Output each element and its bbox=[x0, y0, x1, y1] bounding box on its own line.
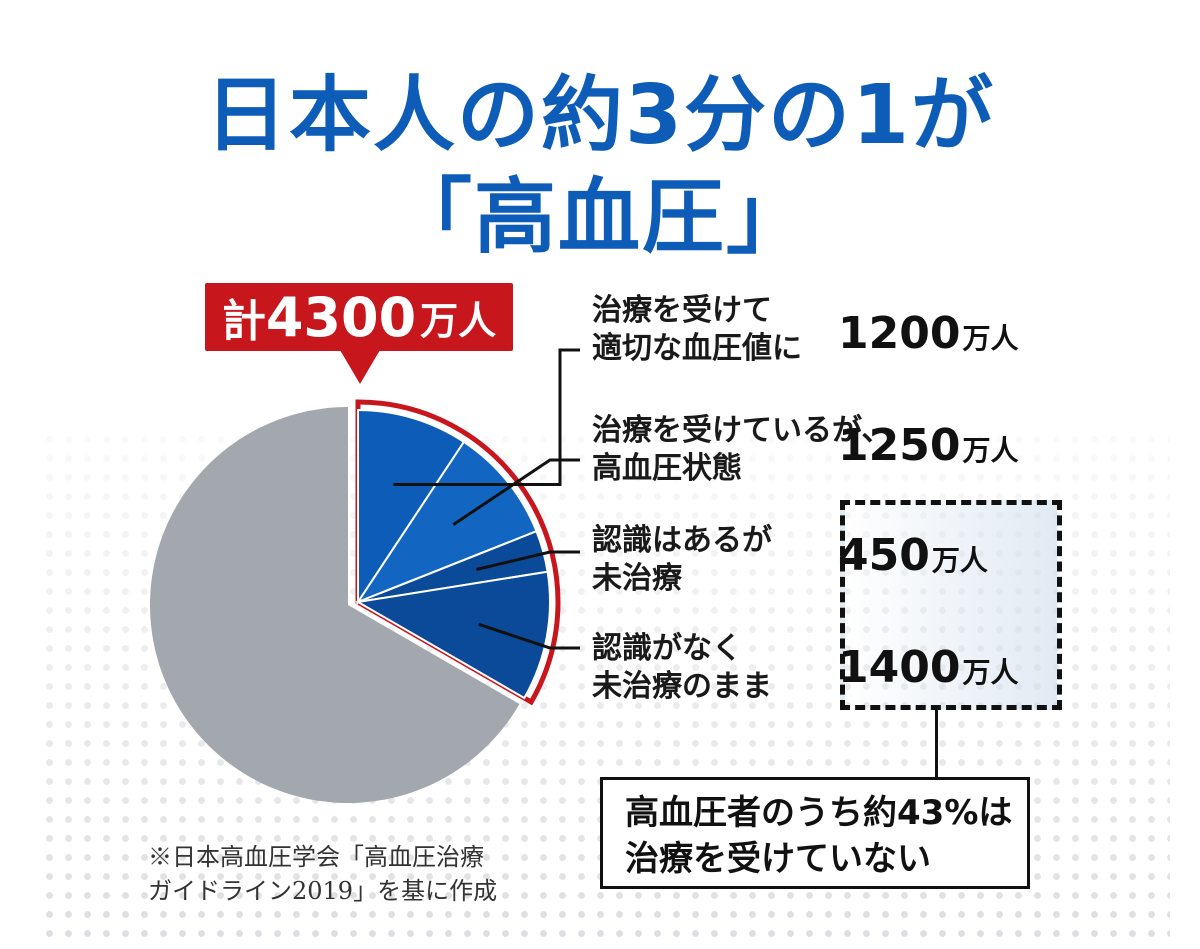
segment-value-4-unit: 万人 bbox=[962, 656, 1019, 689]
pie-slice-4 bbox=[355, 570, 551, 700]
segment-label-1-line1: 治療を受けて bbox=[592, 293, 772, 328]
segment-value-1-unit: 万人 bbox=[962, 322, 1019, 355]
segment-label-2-line2: 高血圧状態 bbox=[592, 451, 742, 486]
total-number: 4300 bbox=[265, 285, 417, 349]
segment-label-2-line1: 治療を受けているが、 bbox=[592, 413, 892, 448]
segment-value-2-unit: 万人 bbox=[962, 434, 1019, 467]
segment-value-1: 1200万人 bbox=[838, 308, 1018, 359]
total-prefix: 計 bbox=[221, 296, 266, 347]
leader-line-3 bbox=[476, 550, 580, 571]
segment-label-1: 治療を受けて 適切な血圧値に bbox=[592, 292, 802, 368]
source-note-line-1: ※日本高血圧学会「高血圧治療 bbox=[148, 843, 484, 871]
segment-value-2: 1250万人 bbox=[838, 420, 1018, 471]
total-badge: 計 4300 万人 bbox=[205, 283, 513, 351]
total-unit: 万人 bbox=[420, 298, 497, 343]
source-note-line-2: ガイドライン2019」を基に作成 bbox=[148, 877, 498, 905]
untreated-callout: 高血圧者のうち約43%は 治療を受けていない bbox=[600, 777, 1030, 889]
segment-label-1-line2: 適切な血圧値に bbox=[592, 331, 802, 366]
segment-value-2-number: 1250 bbox=[838, 420, 961, 471]
segment-value-4: 1400万人 bbox=[838, 642, 1018, 693]
segment-label-4-line2: 未治療のまま bbox=[592, 669, 772, 704]
segment-label-3: 認識はあるが 未治療 bbox=[592, 522, 772, 598]
segment-value-1-number: 1200 bbox=[838, 308, 961, 359]
leader-line-2 bbox=[452, 458, 580, 526]
callout-line-1: 高血圧者のうち約43%は bbox=[625, 793, 1013, 833]
pie-slice-2 bbox=[355, 440, 538, 605]
total-badge-pointer bbox=[340, 350, 380, 384]
title-line-1: 日本人の約3分の1が bbox=[204, 68, 996, 163]
title-line-2: 「高血圧」 bbox=[389, 170, 810, 265]
segment-value-3-unit: 万人 bbox=[931, 544, 988, 577]
segment-label-4: 認識がなく 未治療のまま bbox=[592, 630, 772, 706]
source-note: ※日本高血圧学会「高血圧治療 ガイドライン2019」を基に作成 bbox=[148, 840, 497, 908]
leader-line-1 bbox=[393, 348, 580, 486]
segment-label-4-line1: 認識がなく bbox=[592, 631, 742, 666]
callout-line-2: 治療を受けていない bbox=[625, 839, 931, 879]
segment-label-3-line2: 未治療 bbox=[592, 561, 682, 596]
pie-slice-1 bbox=[357, 408, 466, 606]
segment-label-2: 治療を受けているが、 高血圧状態 bbox=[592, 412, 891, 488]
segment-value-4-number: 1400 bbox=[838, 642, 961, 693]
leader-line-4 bbox=[478, 622, 580, 650]
pie-slice-remainder bbox=[150, 407, 520, 803]
untreated-highlight-box bbox=[840, 500, 1062, 710]
segment-label-3-line1: 認識はあるが bbox=[592, 523, 772, 558]
callout-connector bbox=[935, 705, 938, 790]
segment-value-3-number: 450 bbox=[838, 530, 930, 581]
segment-value-3: 450万人 bbox=[838, 530, 988, 581]
